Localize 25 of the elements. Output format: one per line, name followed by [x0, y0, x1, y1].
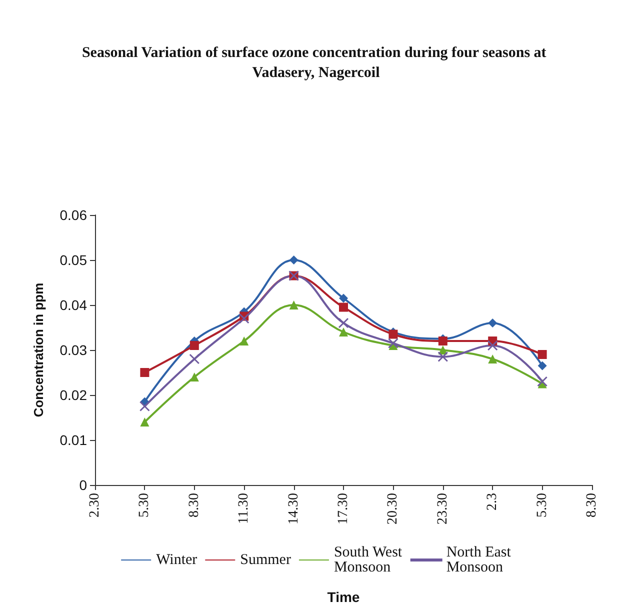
- x-axis-title: Time: [327, 589, 360, 605]
- x-tick-label: 20.30: [386, 493, 401, 524]
- y-axis-title: Concentration in ppm: [31, 282, 46, 418]
- y-tick-label: 0.03: [60, 342, 88, 358]
- x-tick-label: 11.30: [236, 493, 252, 524]
- y-tick-label: 0.01: [60, 432, 88, 448]
- x-tick-label: 2.30: [88, 493, 102, 518]
- y-tick-label: 0: [79, 477, 88, 493]
- x-tick-label: 8.30: [186, 493, 202, 518]
- y-tick-label: 0.02: [60, 387, 88, 403]
- x-tick-label: 5.30: [534, 493, 550, 518]
- x-tick-label: 17.30: [336, 493, 351, 524]
- x-tick-label: 2.3: [485, 493, 500, 510]
- legend-label: Winter: [156, 552, 198, 568]
- y-tick-label: 0.04: [60, 297, 88, 313]
- y-tick-label: 0.06: [60, 207, 88, 223]
- legend-label: Summer: [240, 552, 291, 568]
- x-tick-label: 23.30: [435, 493, 450, 524]
- legend-label: South West Monsoon: [334, 544, 403, 576]
- x-tick-label: 8.30: [584, 493, 600, 518]
- x-tick-label: 5.30: [137, 493, 152, 518]
- legend-label: North East Monsoon: [446, 544, 512, 576]
- y-tick-label: 0.05: [60, 252, 88, 268]
- x-tick-label: 14.30: [286, 493, 302, 524]
- chart-title: Seasonal Variation of surface ozone concentration during four seasons at Vadasery, Nagercoil: [82, 45, 550, 81]
